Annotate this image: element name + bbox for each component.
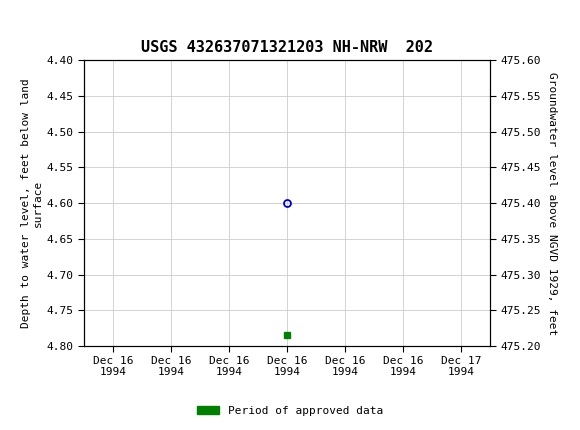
Text: ≋: ≋ <box>6 6 27 30</box>
Title: USGS 432637071321203 NH-NRW  202: USGS 432637071321203 NH-NRW 202 <box>141 40 433 55</box>
Legend: Period of approved data: Period of approved data <box>193 401 387 420</box>
Text: USGS: USGS <box>41 8 104 28</box>
Y-axis label: Groundwater level above NGVD 1929, feet: Groundwater level above NGVD 1929, feet <box>546 71 557 335</box>
Y-axis label: Depth to water level, feet below land
surface: Depth to water level, feet below land su… <box>21 78 42 328</box>
